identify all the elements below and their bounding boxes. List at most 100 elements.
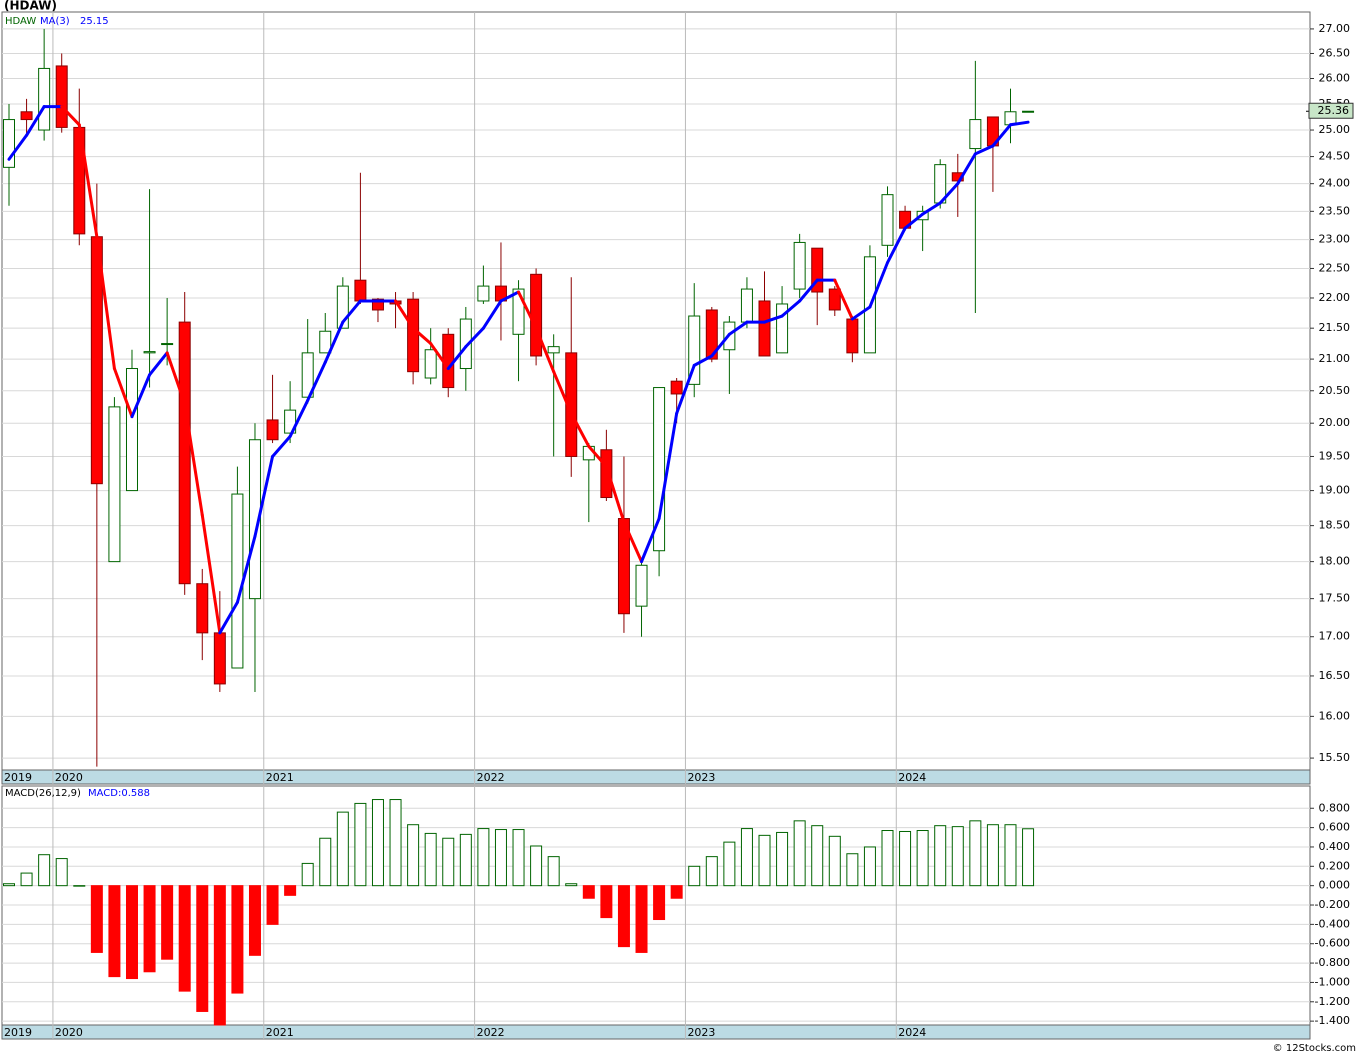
macd-bar [108, 885, 121, 978]
y-tick-label: 17.00 [1319, 630, 1351, 643]
candle-body [213, 632, 226, 685]
ma-line [323, 320, 345, 364]
macd-bar [20, 872, 33, 887]
x-tick-label: 2020 [55, 1026, 83, 1039]
macd-bar [776, 831, 789, 887]
ma-line [850, 305, 872, 321]
ma-line [394, 299, 415, 330]
candle-body [3, 119, 15, 168]
candle-body [600, 449, 613, 499]
y-tick-label: 21.00 [1319, 352, 1351, 365]
candle-body [635, 564, 648, 607]
candle-body [758, 300, 771, 357]
macd-bar [828, 835, 841, 887]
ma-line [25, 105, 46, 137]
candle-body [477, 285, 490, 302]
x-tick-label: 2023 [687, 771, 715, 784]
ma-line [657, 411, 679, 521]
macd-bar [442, 837, 455, 887]
ma-line [569, 411, 591, 448]
macd-bar [143, 885, 156, 973]
date-strip [1, 769, 1311, 785]
ma-line [622, 520, 644, 564]
candle-body [407, 298, 420, 373]
macd-bar [512, 829, 525, 887]
macd-bar [670, 885, 683, 899]
x-tick-label: 2019 [4, 1026, 32, 1039]
macd-bar [565, 883, 578, 887]
y-tick-label: 0.800 [1319, 801, 1351, 814]
candle-body [793, 241, 806, 290]
ma-line [727, 320, 749, 336]
x-tick-label: 2022 [477, 771, 505, 784]
macd-bar [389, 799, 402, 887]
candle-body [336, 285, 349, 329]
y-tick-label: 19.00 [1319, 484, 1351, 497]
y-tick-label: 15.50 [1319, 751, 1351, 764]
ma-line [956, 152, 977, 186]
y-tick-label: 16.50 [1319, 669, 1351, 682]
ma-line [991, 123, 1012, 148]
y-tick-label: 16.00 [1319, 709, 1351, 722]
x-tick-label: 2024 [898, 1026, 926, 1039]
y-tick-label: 20.50 [1319, 384, 1351, 397]
ma-line [868, 261, 889, 309]
macd-bar [617, 885, 630, 948]
macd-bar [530, 845, 543, 887]
macd-bar [494, 829, 507, 887]
ma-line [446, 345, 468, 371]
y-tick-label: 18.00 [1319, 555, 1351, 568]
macd-bar [38, 854, 51, 887]
macd-bar [424, 832, 437, 887]
candle-body [670, 380, 683, 395]
candle-body [266, 419, 279, 441]
ma-line [7, 133, 29, 161]
x-tick-label: 2024 [898, 771, 926, 784]
macd-bar [161, 885, 174, 960]
candle-body [143, 351, 156, 354]
candle-body [653, 387, 666, 552]
ma-line [183, 402, 204, 517]
legend-value: MACD:0.588 [88, 788, 150, 799]
y-tick-label: 26.50 [1319, 46, 1351, 59]
macd-bar [547, 856, 560, 887]
legend-value: 25.15 [80, 16, 109, 27]
y-tick-label: 0.000 [1319, 879, 1351, 892]
last-price-box [1308, 102, 1354, 119]
candle-body [512, 288, 525, 335]
candle-body [196, 583, 209, 634]
candle-body [459, 318, 472, 370]
candle-body [108, 406, 121, 563]
ma-line [692, 354, 714, 367]
ma-line [165, 351, 187, 406]
candle-body [547, 346, 560, 354]
macd-bar [231, 885, 244, 994]
ma-line [587, 444, 608, 469]
x-tick-label: 2021 [266, 1026, 294, 1039]
legend-entry: MA(3) [40, 16, 70, 27]
ma-line [517, 290, 538, 330]
ma-line [886, 226, 907, 265]
ma-line [148, 351, 169, 377]
ma-line [77, 123, 99, 239]
ma-line [112, 367, 134, 419]
ma-line [973, 144, 995, 156]
y-tick-label: -0.200 [1315, 898, 1350, 911]
candle-body [969, 119, 982, 150]
y-tick-label: 24.50 [1319, 150, 1351, 163]
macd-bar [582, 885, 595, 899]
candle-body [248, 439, 261, 600]
candle-body [424, 349, 437, 379]
ma-line [235, 534, 257, 604]
macd-bar [899, 830, 912, 887]
x-tick-label: 2021 [266, 771, 294, 784]
macd-bar [934, 825, 947, 887]
macd-bar [354, 802, 367, 887]
macd-bar [811, 825, 824, 887]
candle-body [740, 288, 753, 323]
candle-body [881, 194, 894, 246]
candle-body [371, 298, 384, 311]
ma-line [640, 517, 661, 564]
ma-line [95, 235, 116, 371]
